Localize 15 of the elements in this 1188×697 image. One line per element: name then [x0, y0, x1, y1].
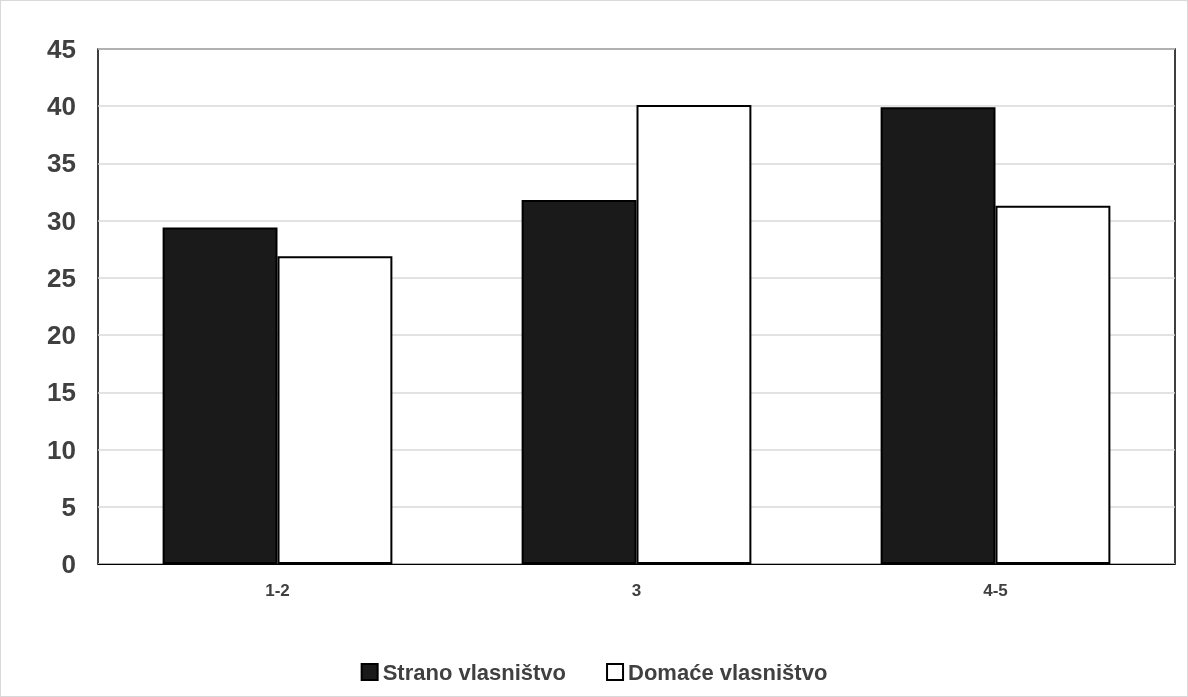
y-tick-label: 40 — [47, 91, 76, 122]
y-tick-label: 30 — [47, 205, 76, 236]
y-tick-label: 0 — [61, 549, 76, 579]
y-tick-label: 25 — [47, 262, 76, 293]
x-tick-label: 4-5 — [983, 581, 1008, 600]
legend-label: Domaće vlasništvo — [628, 659, 828, 685]
y-tick-label: 20 — [47, 320, 76, 351]
y-tick-label: 35 — [47, 148, 76, 179]
y-tick-label: 15 — [47, 377, 76, 408]
legend-label: Strano vlasništvo — [382, 659, 567, 685]
x-tick-label: 1-2 — [265, 581, 290, 600]
x-tick-label: 3 — [631, 581, 642, 600]
y-tick-label: 5 — [61, 491, 76, 522]
y-tick-label: 45 — [47, 34, 76, 64]
y-tick-label: 10 — [47, 434, 76, 465]
